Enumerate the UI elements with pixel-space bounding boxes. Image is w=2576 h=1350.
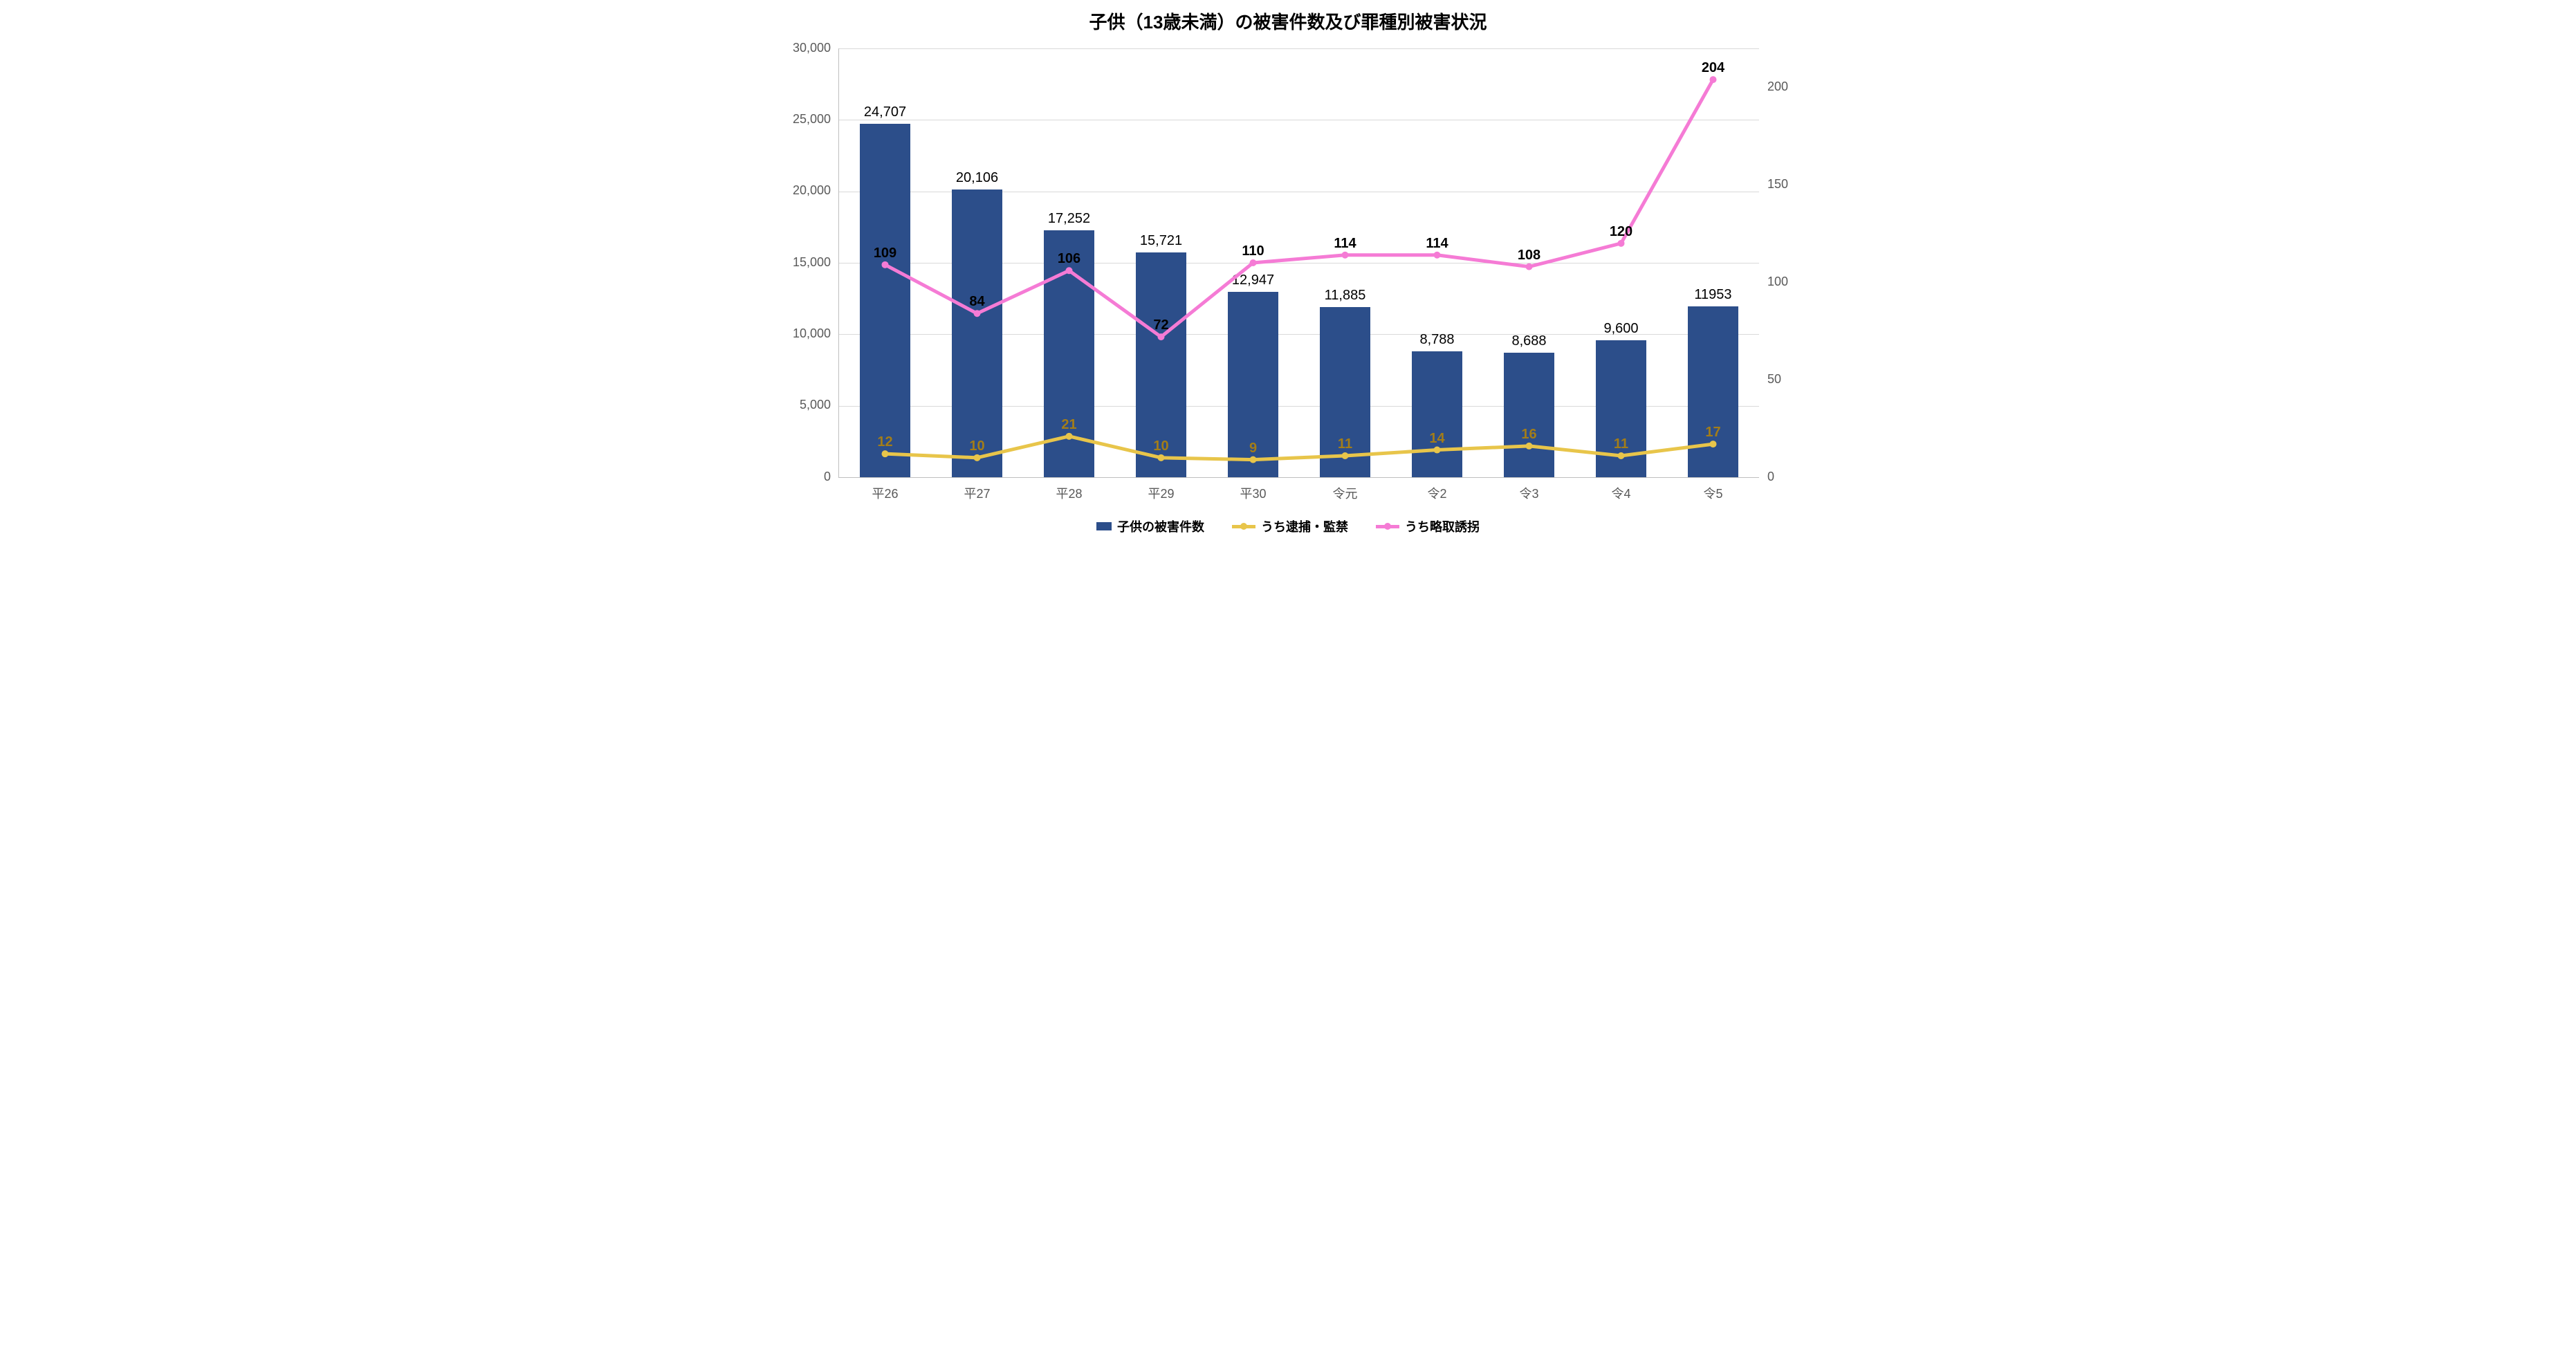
line-pink-value-label: 84 [950,294,1005,310]
line-yellow-marker [1710,441,1717,447]
legend-swatch-bar [1096,522,1112,530]
x-tick-label: 令2 [1396,484,1479,502]
legend-swatch-line [1232,525,1255,528]
y-right-tick-label: 150 [1767,177,1788,192]
line-pink-value-label: 110 [1226,243,1281,259]
line-yellow-marker [1158,454,1165,461]
line-yellow-value-label: 16 [1502,427,1557,443]
line-pink-value-label: 106 [1042,251,1097,267]
legend-item: うち略取誘拐 [1376,517,1480,535]
legend-item: 子供の被害件数 [1096,517,1204,535]
x-tick-label: 令3 [1488,484,1571,502]
line-yellow-value-label: 11 [1318,436,1373,452]
line-yellow-marker [1066,433,1073,440]
line-pink-marker [1250,259,1257,266]
x-tick-label: 平26 [844,484,927,502]
line-yellow-value-label: 17 [1686,425,1741,441]
line-pink-marker [1342,252,1349,259]
line-pink-value-label: 72 [1134,317,1189,333]
line-pink-value-label: 204 [1686,60,1741,76]
x-tick-label: 平27 [936,484,1019,502]
line-yellow-marker [1618,452,1625,459]
x-tick-label: 令元 [1304,484,1387,502]
line-pink-marker [1066,267,1073,274]
plot-area: 05,00010,00015,00020,00025,00030,0000501… [838,48,1759,478]
legend-item: うち逮捕・監禁 [1232,517,1348,535]
legend-label: うち逮捕・監禁 [1261,517,1348,535]
line-yellow-marker [882,450,889,457]
line-pink-value-label: 114 [1410,236,1465,252]
y-right-tick-label: 0 [1767,470,1774,484]
x-tick-label: 令4 [1580,484,1663,502]
line-yellow-marker [974,454,981,461]
legend-swatch-line [1376,525,1399,528]
line-pink-marker [1158,333,1165,340]
y-right-tick-label: 200 [1767,80,1788,94]
y-left-tick-label: 0 [770,470,831,484]
line-yellow-value-label: 11 [1594,436,1649,452]
line-pink-value-label: 109 [858,246,913,261]
y-left-tick-label: 30,000 [770,41,831,55]
y-left-tick-label: 10,000 [770,326,831,341]
x-tick-label: 平29 [1120,484,1203,502]
y-right-tick-label: 100 [1767,275,1788,289]
line-yellow-value-label: 10 [950,438,1005,454]
line-yellow-value-label: 21 [1042,417,1097,433]
chart-title: 子供（13歳未満）の被害件数及び罪種別被害状況 [769,8,1807,34]
line-pink-value-label: 108 [1502,248,1557,263]
line-yellow-path [885,436,1713,460]
x-tick-label: 平28 [1028,484,1111,502]
line-yellow-marker [1250,456,1257,463]
line-pink-marker [882,261,889,268]
lines-layer [839,48,1759,477]
legend: 子供の被害件数 うち逮捕・監禁 うち略取誘拐 [769,517,1807,535]
y-left-tick-label: 20,000 [770,183,831,198]
line-yellow-value-label: 14 [1410,431,1465,447]
legend-label: 子供の被害件数 [1117,517,1204,535]
line-yellow-marker [1342,452,1349,459]
x-tick-label: 平30 [1212,484,1295,502]
line-yellow-value-label: 12 [858,434,913,450]
y-left-tick-label: 25,000 [770,112,831,127]
line-yellow-value-label: 10 [1134,438,1189,454]
line-yellow-value-label: 9 [1226,441,1281,456]
y-left-tick-label: 5,000 [770,398,831,412]
line-pink-marker [1618,240,1625,247]
line-yellow-marker [1434,447,1441,454]
chart-container: 子供（13歳未満）の被害件数及び罪種別被害状況 05,00010,00015,0… [769,0,1807,544]
line-pink-marker [1710,76,1717,83]
x-tick-label: 令5 [1672,484,1755,502]
line-pink-marker [974,310,981,317]
line-pink-marker [1434,252,1441,259]
line-pink-marker [1526,263,1533,270]
line-yellow-marker [1526,443,1533,450]
line-pink-value-label: 120 [1594,224,1649,240]
line-pink-value-label: 114 [1318,236,1373,252]
y-right-tick-label: 50 [1767,372,1781,387]
y-left-tick-label: 15,000 [770,255,831,270]
line-pink-path [885,80,1713,337]
legend-label: うち略取誘拐 [1405,517,1480,535]
